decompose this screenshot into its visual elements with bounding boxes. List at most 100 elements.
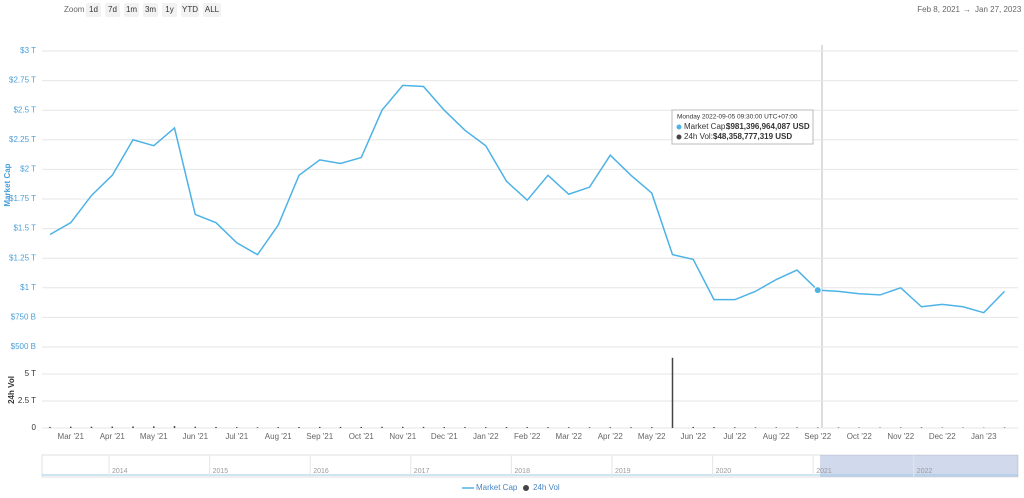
hover-point — [813, 286, 822, 295]
x-tick-label: Sep '22 — [804, 432, 831, 441]
x-tick-label: Dec '21 — [431, 432, 458, 441]
y2-tick-label: 2.5 T — [18, 396, 36, 405]
volume-bar — [692, 426, 694, 428]
volume-bar — [900, 427, 902, 428]
zoom-label: Zoom — [64, 5, 85, 14]
zoom-button-label[interactable]: 1m — [126, 5, 137, 14]
y-tick-label: $500 B — [11, 342, 36, 351]
x-tick-label: Mar '21 — [58, 432, 85, 441]
x-tick-label: Apr '21 — [100, 432, 126, 441]
y2-tick-label: 5 T — [25, 369, 37, 378]
volume-bar — [485, 427, 487, 428]
tooltip-date: Monday 2022-09-05 09:30:00 UTC+07:00 — [677, 114, 798, 121]
volume-bar — [464, 427, 466, 428]
volume-bar — [153, 426, 155, 428]
volume-bar — [1003, 427, 1006, 428]
x-tick-label: Oct '21 — [349, 432, 375, 441]
navigator-year: 2020 — [716, 468, 732, 475]
x-tick-label: Aug '22 — [763, 432, 790, 441]
x-tick-label: Apr '22 — [598, 432, 624, 441]
zoom-button[interactable] — [105, 3, 120, 17]
zoom-button[interactable] — [162, 3, 177, 17]
volume-bar — [90, 426, 93, 428]
volume-bar — [402, 426, 404, 428]
volume-bar — [298, 427, 300, 428]
y-tick-label: $1.5 T — [13, 224, 36, 233]
navigator-selection[interactable] — [820, 455, 1018, 477]
navigator-year: 2021 — [816, 468, 832, 475]
x-tick-label: Jun '21 — [182, 432, 208, 441]
y2-axis-title: 24h Vol — [7, 376, 16, 404]
y-tick-label: $2.5 T — [13, 105, 36, 114]
zoom-button-label[interactable]: YTD — [182, 5, 198, 14]
tooltip-vol-dot — [676, 134, 682, 140]
volume-bar — [651, 427, 653, 428]
volume-bar — [796, 427, 798, 428]
tooltip-cap-dot — [676, 124, 682, 130]
x-tick-label: Jan '22 — [473, 432, 499, 441]
volume-bar — [236, 427, 238, 428]
y-tick-label: $3 T — [20, 46, 36, 55]
y-tick-label: $1.75 T — [9, 194, 36, 203]
tooltip-cap-value: $981,396,964,087 USD — [726, 122, 810, 131]
volume-bar — [215, 426, 217, 428]
y-tick-label: $2 T — [20, 165, 36, 174]
legend-label[interactable]: Market Cap — [476, 483, 518, 492]
zoom-button-label[interactable]: 1y — [165, 5, 173, 14]
volume-bar — [132, 426, 134, 428]
volume-bar — [173, 426, 176, 428]
volume-bar — [734, 427, 736, 428]
legend-label[interactable]: 24h Vol — [533, 483, 560, 492]
zoom-button-label[interactable]: ALL — [205, 5, 220, 14]
zoom-button[interactable] — [124, 3, 139, 17]
tooltip-cap-label: Market Cap: — [684, 122, 728, 131]
zoom-button-label[interactable]: 1d — [89, 5, 98, 14]
volume-bar — [754, 427, 757, 428]
volume-bar — [609, 427, 611, 428]
y2-tick-label: 0 — [32, 423, 37, 432]
tooltip-vol-label: 24h Vol: — [684, 132, 713, 141]
volume-bar — [70, 426, 72, 428]
volume-bar — [360, 426, 362, 428]
volume-bar — [381, 426, 383, 428]
zoom-button[interactable] — [203, 3, 221, 17]
x-tick-label: Jan '23 — [971, 432, 997, 441]
range-to: Jan 27, 2023 — [975, 5, 1022, 14]
navigator-year: 2019 — [615, 468, 631, 475]
volume-bar — [568, 427, 570, 428]
y-tick-label: $2.25 T — [9, 135, 36, 144]
zoom-button-label[interactable]: 3m — [145, 5, 156, 14]
volume-bar — [775, 427, 777, 428]
tooltip — [671, 109, 814, 145]
volume-bar — [630, 427, 632, 428]
x-tick-label: Jul '21 — [225, 432, 248, 441]
zoom-button[interactable] — [181, 3, 199, 17]
navigator-year: 2018 — [514, 468, 530, 475]
y-tick-label: $1 T — [20, 283, 36, 292]
x-tick-label: Aug '21 — [265, 432, 292, 441]
x-tick-label: Dec '22 — [929, 432, 956, 441]
zoom-button-label[interactable]: 7d — [108, 5, 117, 14]
volume-bar — [111, 426, 113, 428]
x-tick-label: Jul '22 — [723, 432, 746, 441]
x-tick-label: May '21 — [140, 432, 168, 441]
navigator-year: 2016 — [313, 468, 329, 475]
range-arrow: → — [963, 5, 971, 14]
x-tick-label: Oct '22 — [847, 432, 873, 441]
zoom-button[interactable] — [86, 3, 101, 17]
market-cap-line — [49, 84, 1006, 314]
y-tick-label: $2.75 T — [9, 76, 36, 85]
zoom-button[interactable] — [143, 3, 158, 17]
navigator-year: 2015 — [213, 468, 229, 475]
y-tick-label: $1.25 T — [9, 253, 36, 262]
tooltip-vol-value: $48,358,777,319 USD — [713, 132, 792, 141]
volume-bar — [671, 357, 674, 428]
navigator[interactable] — [41, 454, 1019, 478]
volume-bar — [49, 426, 51, 428]
volume-bar — [817, 427, 819, 428]
x-tick-label: May '22 — [638, 432, 666, 441]
volume-bar — [920, 427, 923, 428]
x-tick-label: Jun '22 — [680, 432, 706, 441]
volume-bar — [588, 427, 591, 428]
